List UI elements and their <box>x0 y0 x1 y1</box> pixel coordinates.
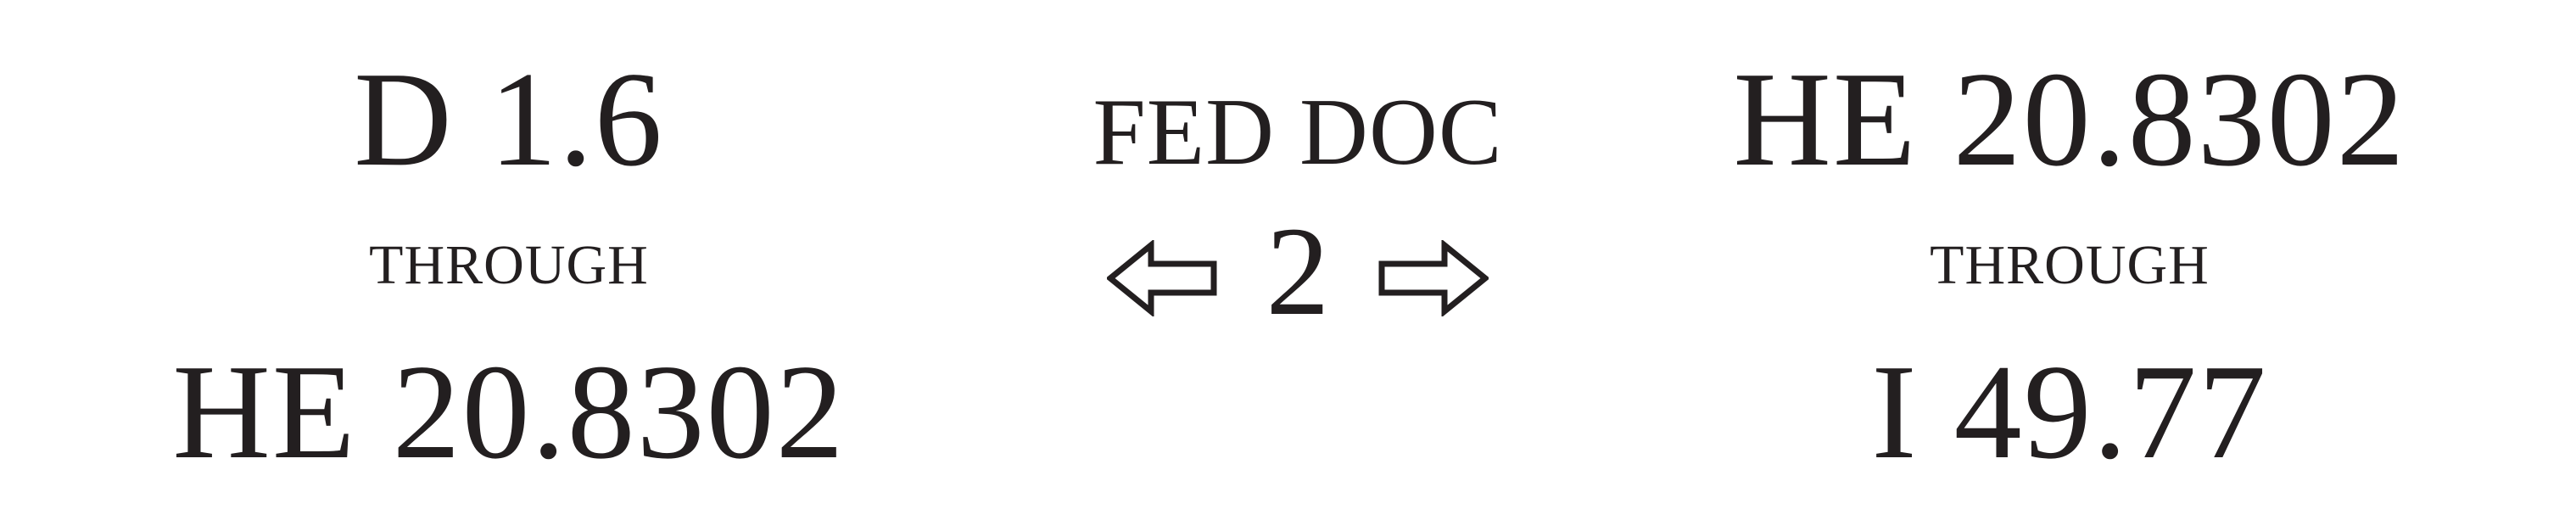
right-range-end: I 49.77 <box>1871 336 2268 487</box>
right-arrow-icon <box>1378 238 1490 318</box>
right-range-start: HE 20.8302 <box>1733 43 2406 194</box>
right-range-through: THROUGH <box>1930 234 2210 296</box>
right-range: HE 20.8302 THROUGH I 49.77 <box>1679 0 2460 509</box>
fed-doc-label: FED DOC <box>1092 80 1503 185</box>
left-range: D 1.6 THROUGH HE 20.8302 <box>119 0 899 509</box>
left-range-start: D 1.6 <box>354 43 664 194</box>
shelf-number-row: 2 <box>1043 208 1552 335</box>
center-label: FED DOC 2 <box>1043 0 1552 509</box>
left-arrow-icon <box>1105 238 1217 318</box>
left-range-end: HE 20.8302 <box>172 336 846 487</box>
left-range-through: THROUGH <box>369 234 649 296</box>
shelf-number: 2 <box>1266 201 1330 342</box>
